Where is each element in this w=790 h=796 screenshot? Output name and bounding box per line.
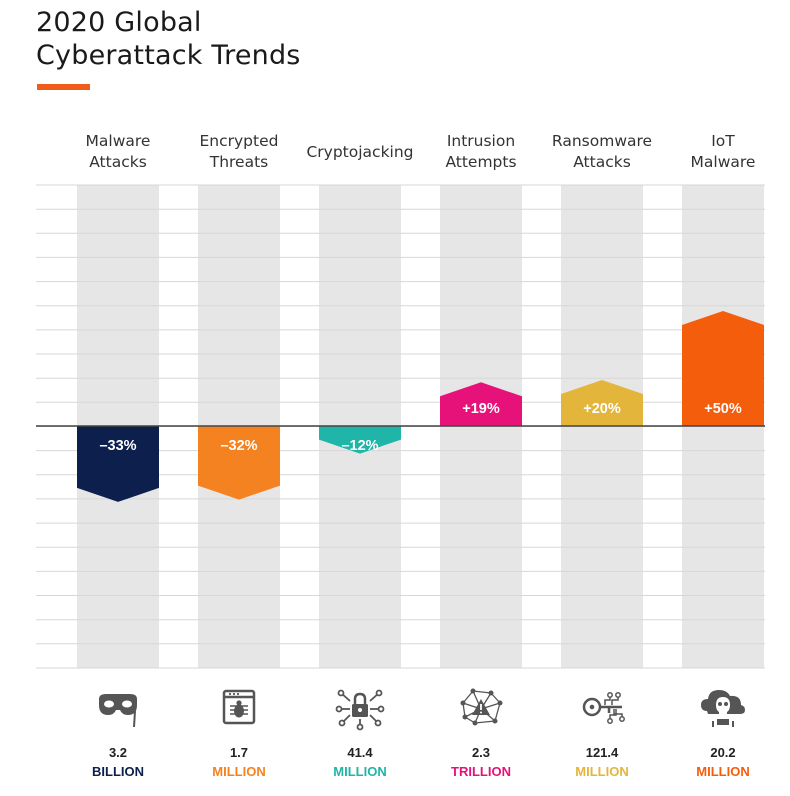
total-number: 3.2 xyxy=(109,745,127,760)
total-number: 41.4 xyxy=(347,745,373,760)
intrusion-network-alert-icon xyxy=(460,688,503,726)
chart-title-line-1: 2020 Global xyxy=(36,7,202,38)
category-label: Malware Attacks xyxy=(86,132,151,171)
category-labels: Malware Attacks Encrypted Threats Cryptojack… xyxy=(86,132,756,171)
chart-title: 2020 Global Cyberattack Trends xyxy=(36,6,301,72)
bar-value-label: –12% xyxy=(341,438,378,454)
total-unit: MILLION xyxy=(696,764,749,779)
bar-value-label: +50% xyxy=(704,401,742,417)
ransomware-key-circuit-icon xyxy=(582,692,625,724)
category-icons xyxy=(99,688,745,731)
total-unit: TRILLION xyxy=(451,764,511,779)
bar xyxy=(77,426,159,502)
category-label: Cryptojacking xyxy=(306,143,413,161)
total-values: 3.2 BILLION 1.7 MILLION 41.4 MILLION 2.3 TRILLI… xyxy=(92,745,750,779)
total-unit: MILLION xyxy=(575,764,628,779)
bar-value-label: +19% xyxy=(462,401,500,417)
gridlines xyxy=(36,184,765,669)
bar-value-label: +20% xyxy=(583,401,621,417)
category-label: Encrypted Threats xyxy=(200,132,279,171)
total-number: 2.3 xyxy=(472,745,490,760)
total-number: 1.7 xyxy=(230,745,248,760)
bar xyxy=(198,426,280,500)
total-unit: MILLION xyxy=(333,764,386,779)
total-number: 121.4 xyxy=(586,745,619,760)
title-accent-rule xyxy=(37,84,90,90)
mask-icon xyxy=(99,694,137,728)
category-label: Ransomware Attacks xyxy=(552,132,652,171)
malware-bug-window-icon xyxy=(222,689,256,725)
bar-value-label: –33% xyxy=(99,438,136,454)
total-number: 20.2 xyxy=(710,745,735,760)
bar xyxy=(319,426,401,454)
chart-title-line-2: Cyberattack Trends xyxy=(36,40,301,71)
total-unit: BILLION xyxy=(92,764,144,779)
bar xyxy=(561,380,643,426)
bar xyxy=(682,311,764,426)
category-label: Intrusion Attempts xyxy=(445,132,516,171)
iot-cloud-skull-icon xyxy=(701,690,745,727)
bars: –33% –32% –12% +19% +20% +50% xyxy=(77,311,764,502)
bar xyxy=(440,382,522,426)
crypto-lock-circuit-icon xyxy=(335,689,385,731)
bar-value-label: –32% xyxy=(220,438,257,454)
total-unit: MILLION xyxy=(212,764,265,779)
category-label: IoT Malware xyxy=(691,132,756,171)
